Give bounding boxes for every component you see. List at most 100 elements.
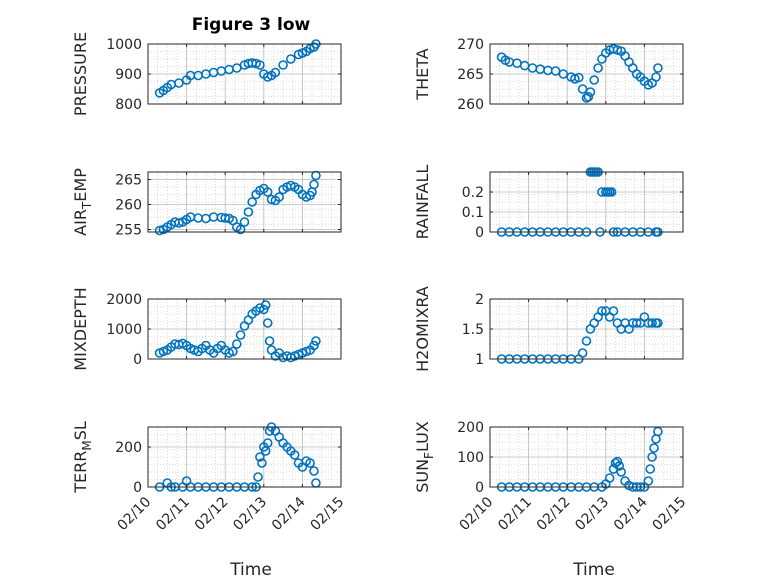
y-axis-label-sun-flux: SUNFLUX (413, 421, 436, 493)
data-point (305, 458, 315, 468)
data-point (264, 336, 275, 346)
data-point (593, 63, 603, 73)
y-tick-label: 260 (115, 198, 142, 214)
data-point (257, 458, 267, 468)
x-tick-label: 02/14 (611, 494, 651, 534)
x-tick-label: 02/15 (308, 494, 348, 534)
data-point (309, 466, 319, 476)
data-point (647, 452, 657, 462)
data-point (208, 212, 219, 222)
y-axis-label-rainfall: RAINFALL (413, 165, 432, 240)
data-point (577, 84, 588, 94)
data-point (174, 78, 184, 88)
data-point (270, 67, 281, 78)
data-point (232, 63, 242, 73)
x-tick-label: 02/11 (495, 494, 535, 534)
y-axis-label-text: TERR (71, 451, 90, 494)
y-tick-label: 100 (457, 450, 484, 466)
data-point (649, 443, 659, 453)
data-point (311, 170, 321, 181)
data-point (608, 306, 619, 316)
x-tick-label: 02/13 (230, 494, 270, 534)
y-tick-label: 0.2 (462, 185, 484, 201)
y-axis-label-subscript: F (422, 452, 436, 459)
y-axis-label-text: SUN (413, 459, 432, 493)
data-point (239, 217, 250, 227)
panel-theta: 260 265 270 THETA (413, 37, 684, 113)
y-tick-label: 0 (133, 352, 142, 368)
y-tick-label: 0 (475, 480, 484, 496)
x-tick-label: 02/14 (269, 494, 309, 534)
data-point (653, 318, 663, 328)
axes-box (147, 171, 342, 233)
data-point (651, 72, 661, 82)
data-point (285, 54, 296, 64)
tick-marks (489, 298, 684, 360)
y-tick-label: 2 (475, 292, 484, 308)
y-axis-label-suffix: EMP (71, 168, 90, 202)
data-point (255, 452, 265, 462)
y-axis-label-subscript: T (80, 201, 94, 210)
tick-marks (147, 172, 342, 232)
series-points (154, 300, 321, 363)
y-tick-label: 265 (457, 67, 484, 83)
chart-title: Figure 3 low (192, 15, 311, 35)
y-axis-label-theta: THETA (413, 48, 432, 100)
x-tick-label: 02/13 (572, 494, 612, 534)
data-point (255, 60, 265, 70)
x-tick-label: 02/15 (650, 494, 690, 534)
y-axis-label-pressure: PRESSURE (71, 32, 90, 116)
data-point (570, 74, 580, 84)
data-point (577, 348, 588, 358)
data-point (583, 92, 594, 102)
data-point (512, 58, 522, 69)
panel-mixdepth: 0 1000 2000 MIXDEPTH (71, 287, 342, 371)
data-point (154, 225, 165, 236)
series-points (496, 426, 663, 492)
axes-box (489, 171, 684, 233)
data-point (612, 456, 623, 467)
y-axis-label-h2omixra: H2OMIXRA (413, 286, 432, 372)
y-tick-label: 265 (115, 173, 142, 189)
series-points (496, 306, 663, 364)
data-point (262, 187, 273, 197)
data-point (278, 60, 288, 70)
data-point (201, 213, 211, 224)
data-point (597, 306, 607, 316)
data-point (647, 318, 657, 328)
data-point (247, 197, 257, 207)
tick-marks (147, 43, 342, 105)
x-tick-label: 02/10 (457, 494, 497, 534)
data-point (311, 478, 321, 488)
y-tick-label: 2000 (106, 292, 142, 308)
data-point (193, 213, 203, 223)
y-tick-label: 0 (475, 225, 484, 241)
data-point (631, 318, 642, 328)
data-point (606, 187, 617, 197)
y-axis-label-text: PRESSURE (71, 32, 90, 116)
y-tick-label: 200 (457, 420, 484, 436)
data-point (235, 224, 246, 235)
y-axis-label-text: H2OMIXRA (413, 286, 432, 372)
data-point (645, 464, 656, 474)
minor-grid (489, 172, 684, 232)
y-axis-label-text: AIR (71, 209, 90, 236)
tick-marks (147, 298, 342, 360)
data-point (174, 218, 184, 228)
series-points (154, 170, 321, 236)
y-tick-label: 800 (115, 97, 142, 113)
y-tick-label: 1 (475, 352, 484, 368)
data-point (527, 63, 538, 73)
data-point (309, 340, 319, 351)
data-point (235, 330, 246, 340)
y-tick-label: 0 (133, 480, 142, 496)
data-point (643, 476, 654, 486)
x-tick-label: 02/11 (153, 494, 193, 534)
y-axis-label-text: THETA (413, 48, 432, 100)
y-axis-label-suffix: SL (71, 421, 90, 440)
data-point (585, 87, 596, 97)
panel-terr-msl: 0 200 TERRMSL 02/1002/1102/1202/1302/1402/1… (71, 421, 347, 534)
data-point (289, 450, 300, 460)
x-tick-label: 02/12 (534, 494, 574, 534)
